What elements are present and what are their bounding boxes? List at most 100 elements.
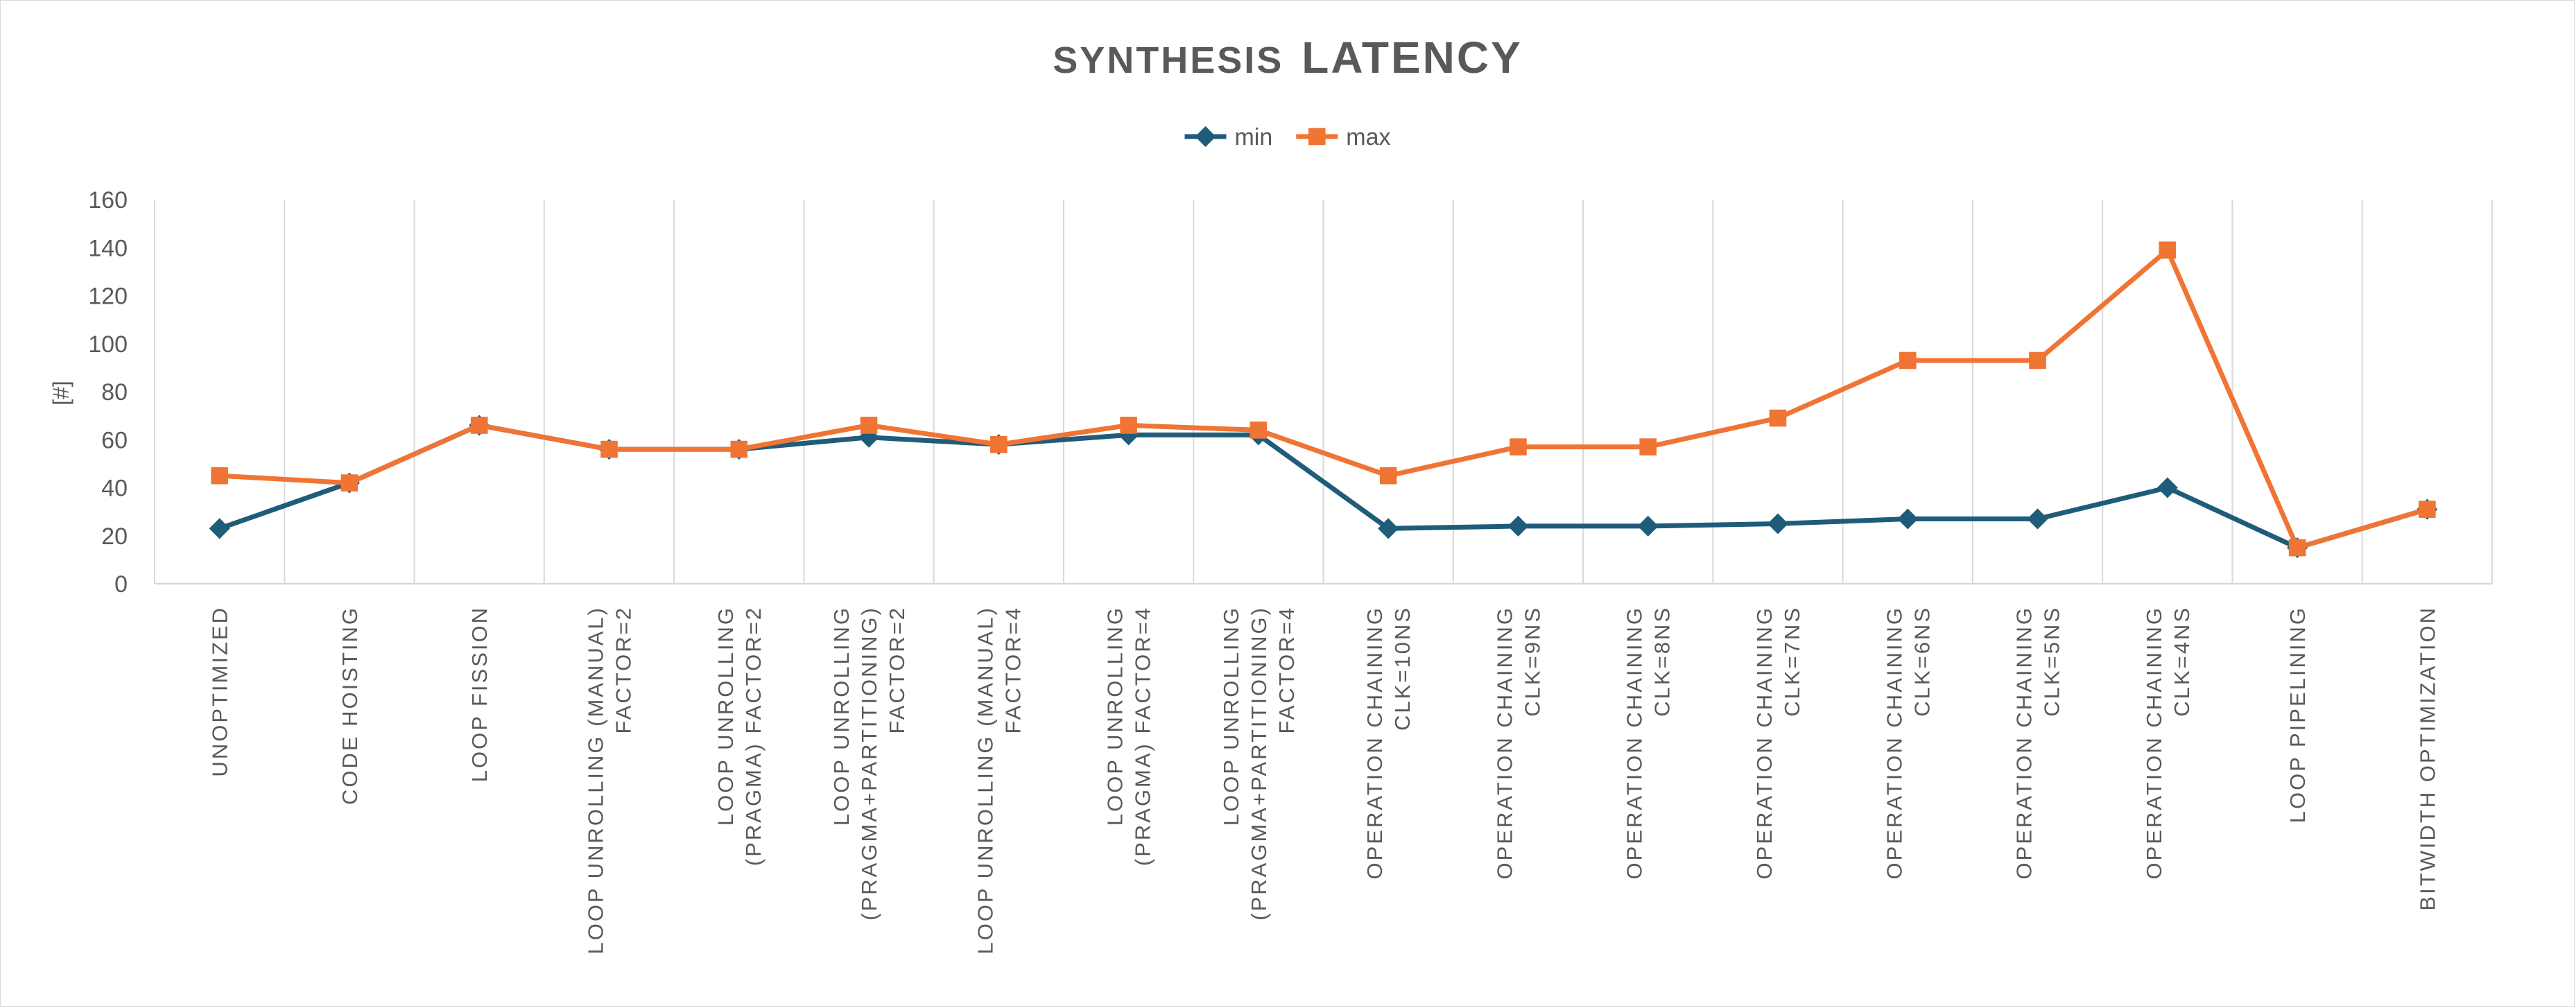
data-point-max xyxy=(1639,438,1657,455)
y-tick-label: 100 xyxy=(88,331,128,358)
x-tick-label: LOOP PIPELINING xyxy=(2285,606,2310,823)
data-point-min xyxy=(1767,513,1788,535)
y-axis-label: [#] xyxy=(49,381,74,406)
x-tick-label: LOOP UNROLLING (PRAGMA+PARTITIONING) FACTO… xyxy=(829,606,909,921)
x-tick-label-line: CLK=5NS xyxy=(2040,606,2064,717)
chart-title: SYNTHESIS LATENCY xyxy=(1053,33,1523,82)
x-tick-label-line: CLK=6NS xyxy=(1910,606,1934,717)
legend-item-max: max xyxy=(1296,124,1391,150)
series-max xyxy=(211,241,2436,557)
x-tick-label-line: OPERATION CHAINING xyxy=(1492,606,1516,879)
x-tick-label: LOOP UNROLLING (MANUAL) FACTOR=4 xyxy=(973,606,1025,955)
legend-item-min: min xyxy=(1184,124,1272,150)
y-tick-label: 20 xyxy=(101,523,128,550)
x-tick-label-line: LOOP UNROLLING (MANUAL) xyxy=(583,606,607,955)
y-tick-label: 120 xyxy=(88,284,128,310)
data-point-max xyxy=(2288,539,2306,557)
x-tick-label-line: LOOP UNROLLING xyxy=(1219,606,1243,826)
legend-marker-max xyxy=(1308,128,1326,146)
x-tick-label-line: OPERATION CHAINING xyxy=(1752,606,1777,879)
data-point-max xyxy=(470,417,488,434)
data-point-max xyxy=(2419,501,2436,518)
x-tick-label-line: CLK=7NS xyxy=(1780,606,1804,717)
x-tick-label-line: FACTOR=4 xyxy=(1274,606,1299,734)
x-tick-label-line: OPERATION CHAINING xyxy=(1623,606,1647,879)
x-tick-label: LOOP FISSION xyxy=(467,606,492,782)
data-point-max xyxy=(211,467,228,485)
data-point-min xyxy=(1507,515,1529,537)
data-point-max xyxy=(600,440,618,458)
x-tick-label-line: (PRAGMA) FACTOR=4 xyxy=(1131,606,1155,866)
y-tick-label: 80 xyxy=(101,379,128,406)
x-tick-label: CODE HOISTING xyxy=(338,606,362,805)
chart-title-part-1: SYNTHESIS xyxy=(1053,40,1283,81)
x-tick-label: UNOPTIMIZED xyxy=(208,606,232,777)
chart-title-part-2: LATENCY xyxy=(1302,33,1522,82)
x-tick-label-line: OPERATION CHAINING xyxy=(2142,606,2166,879)
x-tick-label-line: CLK=10NS xyxy=(1390,606,1415,731)
data-point-min xyxy=(209,518,230,539)
data-point-min xyxy=(2156,477,2178,498)
x-tick-label-line: LOOP UNROLLING xyxy=(1103,606,1127,826)
x-tick-label-line: (PRAGMA) FACTOR=2 xyxy=(741,606,766,866)
x-tick-label-line: (PRAGMA+PARTITIONING) xyxy=(1247,606,1271,921)
x-tick-label: OPERATION CHAINING CLK=6NS xyxy=(1882,606,1934,879)
y-tick-label: 160 xyxy=(88,187,128,214)
data-point-max xyxy=(2159,241,2177,259)
y-axis-ticks: 0 20 40 60 80 100 120 140 160 xyxy=(88,187,128,598)
x-tick-label-line: LOOP FISSION xyxy=(467,606,492,782)
x-axis-ticks: UNOPTIMIZED CODE HOISTING LOOP FISSION LOOP… xyxy=(208,606,2440,955)
x-tick-label-line: LOOP UNROLLING (MANUAL) xyxy=(973,606,997,955)
y-tick-label: 60 xyxy=(101,427,128,453)
x-tick-label: LOOP UNROLLING (PRAGMA) FACTOR=4 xyxy=(1103,606,1155,866)
x-tick-label-line: LOOP PIPELINING xyxy=(2285,606,2310,823)
x-tick-label: OPERATION CHAINING CLK=7NS xyxy=(1752,606,1804,879)
y-tick-label: 40 xyxy=(101,476,128,502)
x-tick-label: OPERATION CHAINING CLK=9NS xyxy=(1492,606,1544,879)
x-tick-label-line: OPERATION CHAINING xyxy=(2012,606,2037,879)
grid xyxy=(154,200,2493,585)
x-tick-label-line: CODE HOISTING xyxy=(338,606,362,805)
x-tick-label-line: CLK=4NS xyxy=(2170,606,2194,717)
data-point-max xyxy=(990,435,1008,453)
data-point-max xyxy=(340,474,358,492)
x-tick-label: OPERATION CHAINING CLK=10NS xyxy=(1363,606,1415,879)
x-tick-label-line: CLK=8NS xyxy=(1650,606,1675,717)
data-point-max xyxy=(1510,438,1527,455)
series-line-max xyxy=(217,247,2430,550)
x-tick-label-line: FACTOR=2 xyxy=(885,606,909,734)
x-tick-label: BITWIDTH OPTIMIZATION xyxy=(2415,606,2439,911)
x-tick-label-line: BITWIDTH OPTIMIZATION xyxy=(2415,606,2439,911)
legend: min max xyxy=(1184,124,1391,150)
x-tick-label: LOOP UNROLLING (PRAGMA) FACTOR=2 xyxy=(714,606,766,866)
data-point-max xyxy=(1769,409,1787,427)
x-tick-label-line: FACTOR=4 xyxy=(1001,606,1025,734)
x-tick-label-line: CLK=9NS xyxy=(1520,606,1544,717)
data-point-max xyxy=(1899,351,1917,370)
data-point-min xyxy=(2027,508,2048,530)
legend-marker-min xyxy=(1195,126,1216,147)
legend-label-max: max xyxy=(1346,124,1390,150)
data-point-max xyxy=(1120,417,1137,434)
x-tick-label-line: FACTOR=2 xyxy=(611,606,635,734)
y-tick-label: 140 xyxy=(88,235,128,261)
legend-label-min: min xyxy=(1234,124,1272,150)
data-point-max xyxy=(730,440,748,458)
data-point-min xyxy=(1378,518,1399,539)
series-layer xyxy=(209,241,2438,559)
x-tick-label-line: LOOP UNROLLING xyxy=(714,606,738,826)
data-point-max xyxy=(1250,422,1268,439)
x-tick-label: OPERATION CHAINING CLK=8NS xyxy=(1623,606,1675,879)
x-tick-label-line: (PRAGMA+PARTITIONING) xyxy=(857,606,881,921)
x-tick-label-line: OPERATION CHAINING xyxy=(1882,606,1906,879)
x-tick-label-line: OPERATION CHAINING xyxy=(1363,606,1387,879)
data-point-max xyxy=(1379,467,1397,485)
data-point-min xyxy=(1637,515,1659,537)
x-tick-label: OPERATION CHAINING CLK=4NS xyxy=(2142,606,2194,879)
x-tick-label: LOOP UNROLLING (PRAGMA+PARTITIONING) FACTO… xyxy=(1219,606,1299,921)
x-tick-label: LOOP UNROLLING (MANUAL) FACTOR=2 xyxy=(583,606,635,955)
data-point-min xyxy=(1897,508,1919,530)
y-tick-label: 0 xyxy=(114,571,128,598)
